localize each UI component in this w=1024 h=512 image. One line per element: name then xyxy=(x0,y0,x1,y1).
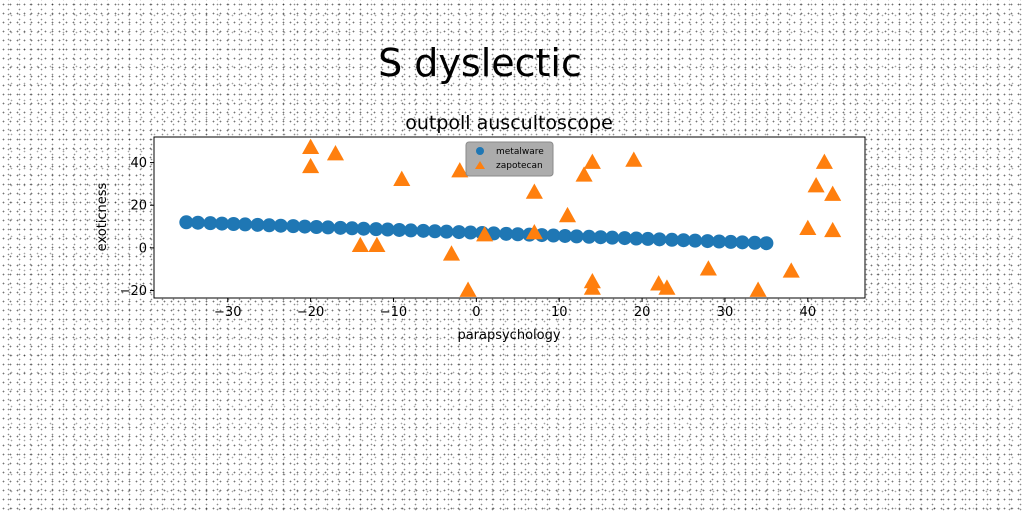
point-metalware-1 xyxy=(190,215,205,230)
point-metalware-35 xyxy=(593,230,608,245)
point-zapotecan-3 xyxy=(351,236,369,253)
point-metalware-48 xyxy=(747,235,762,250)
point-metalware-22 xyxy=(439,224,454,239)
point-metalware-13 xyxy=(333,220,348,235)
x-axis-label: parapsychology xyxy=(457,328,560,343)
point-metalware-43 xyxy=(688,233,703,248)
point-zapotecan-13 xyxy=(575,166,593,182)
point-metalware-45 xyxy=(712,234,727,249)
point-metalware-17 xyxy=(380,222,395,237)
point-zapotecan-14 xyxy=(583,153,601,169)
point-metalware-47 xyxy=(735,235,750,250)
point-metalware-46 xyxy=(723,234,738,249)
y-tick-label: 0 xyxy=(139,241,147,256)
point-metalware-32 xyxy=(558,228,573,243)
point-metalware-28 xyxy=(510,227,525,242)
point-zapotecan-9 xyxy=(476,226,494,242)
ticks-layer: −30 −20 −10 0 10 20 30 40 −20 0 20 40 xyxy=(120,156,817,320)
y-tick-label: 40 xyxy=(130,156,147,171)
point-zapotecan-4 xyxy=(368,236,386,253)
point-zapotecan-11 xyxy=(525,223,543,240)
point-metalware-23 xyxy=(451,225,466,240)
point-zapotecan-1 xyxy=(302,157,320,174)
y-axis-label: exoticness xyxy=(95,182,110,251)
legend-box xyxy=(465,141,554,177)
point-zapotecan-27 xyxy=(824,221,842,238)
point-metalware-5 xyxy=(238,217,253,232)
point-metalware-38 xyxy=(629,231,644,246)
point-zapotecan-19 xyxy=(658,279,676,295)
point-metalware-37 xyxy=(617,231,632,246)
point-metalware-10 xyxy=(297,219,312,234)
point-metalware-21 xyxy=(427,224,442,239)
y-tick-label: −20 xyxy=(120,284,147,299)
point-metalware-0 xyxy=(179,215,194,230)
point-zapotecan-0 xyxy=(302,138,320,154)
point-zapotecan-2 xyxy=(326,145,345,161)
point-zapotecan-5 xyxy=(393,170,411,186)
point-metalware-31 xyxy=(546,228,561,243)
legend-label-metalware: metalware xyxy=(496,147,544,157)
point-metalware-2 xyxy=(203,216,218,231)
point-metalware-39 xyxy=(640,231,655,246)
point-metalware-14 xyxy=(345,221,360,236)
point-metalware-16 xyxy=(369,222,384,237)
point-metalware-33 xyxy=(569,229,584,244)
point-zapotecan-25 xyxy=(815,153,833,169)
y-tick-label: 20 xyxy=(130,199,147,214)
point-metalware-4 xyxy=(226,217,241,232)
point-metalware-42 xyxy=(676,233,691,248)
legend-marker-zapotecan xyxy=(475,161,485,169)
point-metalware-36 xyxy=(605,230,620,245)
point-metalware-34 xyxy=(582,229,597,244)
point-metalware-19 xyxy=(403,223,418,238)
point-zapotecan-8 xyxy=(459,281,477,297)
point-metalware-12 xyxy=(321,220,336,235)
point-metalware-49 xyxy=(759,236,774,251)
point-zapotecan-16 xyxy=(583,279,601,295)
point-zapotecan-17 xyxy=(625,151,643,167)
point-zapotecan-23 xyxy=(799,219,817,235)
point-metalware-3 xyxy=(214,216,229,231)
marks-layer xyxy=(179,138,842,297)
point-metalware-44 xyxy=(700,234,715,249)
x-tick-label: 40 xyxy=(800,305,817,320)
legend-marker-metalware xyxy=(476,147,484,155)
x-tick-label: −10 xyxy=(380,305,407,320)
point-zapotecan-12 xyxy=(558,206,577,223)
x-tick-label: 10 xyxy=(551,305,568,320)
point-metalware-6 xyxy=(250,217,265,232)
point-zapotecan-7 xyxy=(451,162,469,178)
x-tick-label: 0 xyxy=(472,305,480,320)
point-zapotecan-22 xyxy=(782,262,800,278)
point-metalware-24 xyxy=(463,225,478,240)
point-zapotecan-6 xyxy=(442,245,461,261)
x-tick-label: −30 xyxy=(214,305,241,320)
point-zapotecan-24 xyxy=(807,177,825,193)
point-zapotecan-26 xyxy=(824,185,842,201)
point-metalware-18 xyxy=(392,222,407,237)
point-zapotecan-21 xyxy=(749,281,767,297)
point-metalware-11 xyxy=(309,219,324,234)
point-metalware-7 xyxy=(262,218,277,233)
x-tick-label: 30 xyxy=(717,305,734,320)
suptitle: S dyslectic xyxy=(378,41,582,85)
point-zapotecan-10 xyxy=(525,183,543,199)
point-metalware-9 xyxy=(286,219,301,234)
point-metalware-20 xyxy=(416,223,431,238)
x-tick-label: 20 xyxy=(634,305,651,320)
point-metalware-41 xyxy=(664,232,679,247)
x-tick-label: −20 xyxy=(297,305,324,320)
point-metalware-27 xyxy=(499,226,514,241)
legend-label-zapotecan: zapotecan xyxy=(496,161,543,171)
point-metalware-8 xyxy=(273,218,288,233)
legend: metalware zapotecan xyxy=(465,141,554,177)
point-metalware-15 xyxy=(356,221,371,236)
point-zapotecan-20 xyxy=(699,260,717,276)
chart-title: outpoll auscultoscope xyxy=(405,112,613,134)
point-metalware-40 xyxy=(652,232,667,247)
